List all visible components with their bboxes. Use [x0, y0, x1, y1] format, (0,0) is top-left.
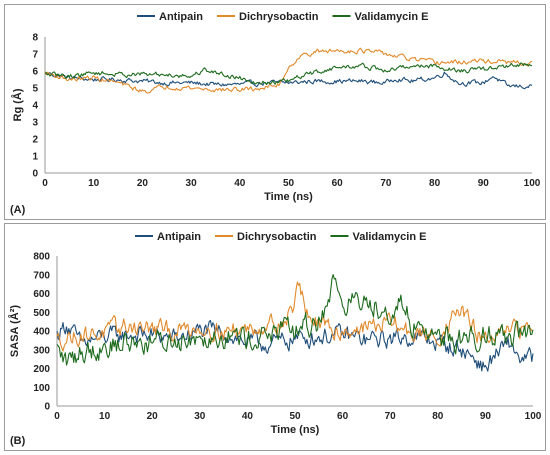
chart-a-x-tick-label: 20: [137, 178, 149, 189]
chart-a-y-tick-label: 4: [32, 101, 38, 112]
chart-b-x-tick-label: 0: [54, 411, 60, 422]
chart-b-series-antipain: [56, 319, 534, 372]
chart-a-legend-label-antipain: Antipain: [159, 11, 203, 23]
chart-b-y-axis-title: SASA (Å²): [8, 305, 21, 357]
chart-b-series-dichrysobactin: [56, 281, 534, 352]
chart-a-y-tick-label: 3: [32, 118, 38, 129]
chart-a-x-tick-label: 10: [88, 178, 100, 189]
chart-b-legend-label-antipain: Antipain: [157, 231, 201, 243]
chart-b-y-tick-label: 300: [33, 345, 50, 356]
chart-a-y-tick-label: 0: [32, 169, 38, 180]
chart-b-series-validamycin-e: [56, 273, 534, 366]
chart-b-y-tick-label: 700: [33, 270, 50, 281]
chart-b-x-axis-title: Time (ns): [271, 424, 320, 436]
chart-a-y-axis-title: Rg (Å): [11, 88, 24, 121]
chart-a-y-tick-label: 7: [32, 50, 38, 61]
chart-b-y-tick-label: 600: [33, 289, 50, 300]
chart-a-x-tick-label: 80: [429, 178, 441, 189]
chart-b-y-tick-label: 0: [44, 402, 50, 413]
chart-a-series-antipain: [44, 71, 533, 90]
chart-a-x-tick-label: 90: [478, 178, 490, 189]
chart-a-y-tick-label: 6: [32, 67, 38, 78]
chart-a-x-axis-title: Time (ns): [264, 191, 313, 203]
chart-a-y-tick-label: 8: [32, 33, 38, 44]
chart-b-panel-label: (B): [10, 435, 26, 447]
chart-b-x-tick-label: 90: [480, 411, 492, 422]
chart-a-y-tick-label: 1: [32, 152, 38, 163]
chart-b-legend-label-validamycin-e: Validamycin E: [352, 231, 426, 243]
chart-b-x-tick-label: 60: [337, 411, 349, 422]
chart-b-y-tick-label: 200: [33, 364, 50, 375]
chart-a-x-tick-label: 60: [332, 178, 344, 189]
chart-b-y-tick-label: 500: [33, 308, 50, 319]
chart-b-x-tick-label: 10: [99, 411, 111, 422]
chart-a-x-tick-label: 50: [283, 178, 295, 189]
chart-a-x-tick-label: 100: [524, 178, 541, 189]
chart-a-series-validamycin-e: [44, 62, 532, 86]
chart-b-y-tick-label: 100: [33, 383, 50, 394]
chart-a-x-tick-label: 30: [186, 178, 198, 189]
chart-a-y-tick-label: 2: [32, 135, 38, 146]
chart-b-x-tick-label: 100: [525, 411, 542, 422]
chart-b-x-tick-label: 50: [289, 411, 301, 422]
chart-a-x-tick-label: 70: [380, 178, 392, 189]
chart-b-x-tick-label: 40: [242, 411, 254, 422]
chart-a-x-tick-label: 40: [234, 178, 246, 189]
chart-b-x-tick-label: 30: [194, 411, 206, 422]
chart-b-legend-label-dichrysobactin: Dichrysobactin: [237, 231, 317, 243]
chart-b-x-tick-label: 80: [432, 411, 444, 422]
chart-a-legend-label-validamycin-e: Validamycin E: [354, 11, 428, 23]
chart-b-x-tick-label: 70: [385, 411, 397, 422]
chart-a-series-dichrysobactin: [44, 47, 533, 94]
chart-a-y-tick-label: 5: [32, 84, 38, 95]
chart-a-panel-label: (A): [10, 204, 26, 216]
chart-b-y-tick-label: 400: [33, 327, 50, 338]
chart-panel-b: 0 100 200 300 400 500 600 700 800 0 10 20 30 40 50 60 70…: [4, 223, 546, 451]
chart-a-x-tick-label: 0: [42, 178, 48, 189]
chart-panel-a: 0 1 2 3 4 5 6 7 8 0 10 20 30 40 50 60 70 80 90 100 Time (ns)…: [4, 4, 546, 220]
chart-b-y-tick-label: 800: [33, 252, 50, 263]
chart-b-x-tick-label: 20: [147, 411, 159, 422]
chart-b-svg: 0 100 200 300 400 500 600 700 800 0 10 20 30 40 50 60 70…: [8, 231, 542, 447]
chart-a-legend-label-dichrysobactin: Dichrysobactin: [239, 11, 319, 23]
